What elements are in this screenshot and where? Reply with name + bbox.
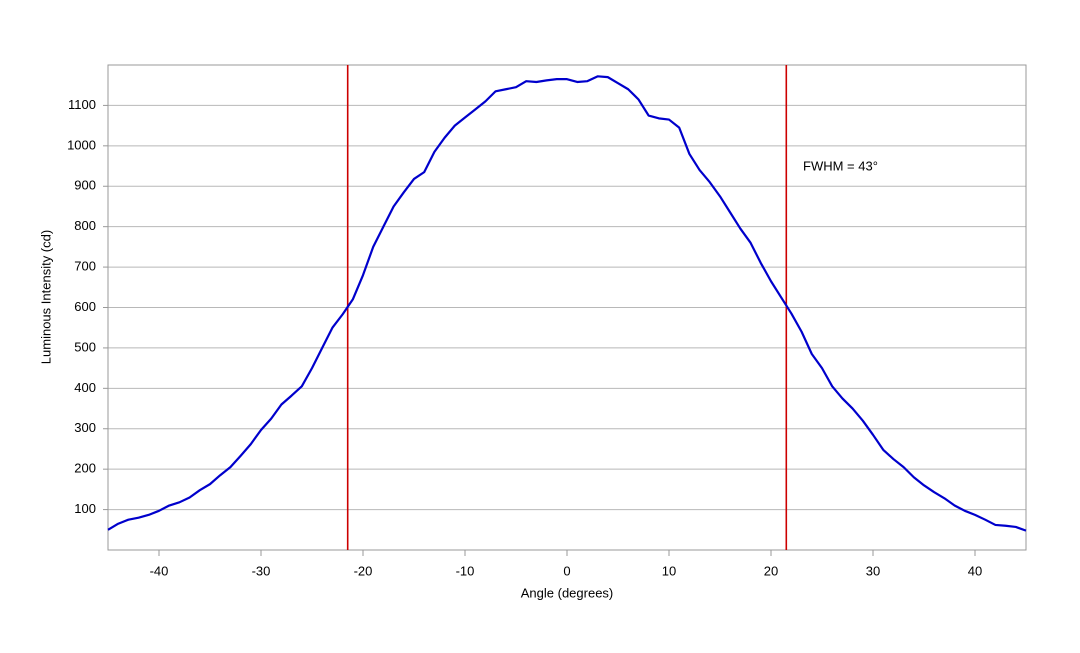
x-tick-label: -30 — [252, 563, 271, 578]
y-tick-label: 400 — [74, 380, 96, 395]
y-tick-label: 900 — [74, 178, 96, 193]
x-tick-label: 10 — [662, 563, 676, 578]
x-tick-label: 20 — [764, 563, 778, 578]
y-tick-label: 800 — [74, 218, 96, 233]
y-tick-label: 1100 — [68, 97, 96, 112]
y-tick-label: 600 — [74, 299, 96, 314]
y-tick-label: 500 — [74, 339, 96, 354]
y-axis-label: Luminous Intensity (cd) — [38, 230, 53, 364]
y-tick-label: 700 — [74, 259, 96, 274]
x-tick-label: 30 — [866, 563, 880, 578]
x-tick-label: -20 — [354, 563, 373, 578]
x-tick-label: 0 — [563, 563, 570, 578]
annotation: FWHM = 43° — [803, 158, 878, 173]
y-tick-label: 100 — [74, 501, 96, 516]
data-line — [107, 75, 1027, 532]
x-axis-label: Angle (degrees) — [521, 585, 614, 600]
y-tick-label: 200 — [74, 461, 96, 476]
x-tick-label: 40 — [968, 563, 982, 578]
y-tick-label: 300 — [74, 420, 96, 435]
x-tick-label: -40 — [150, 563, 169, 578]
y-tick-label: 1000 — [67, 137, 96, 152]
plot-frame — [107, 64, 1027, 551]
x-tick-label: -10 — [456, 563, 475, 578]
